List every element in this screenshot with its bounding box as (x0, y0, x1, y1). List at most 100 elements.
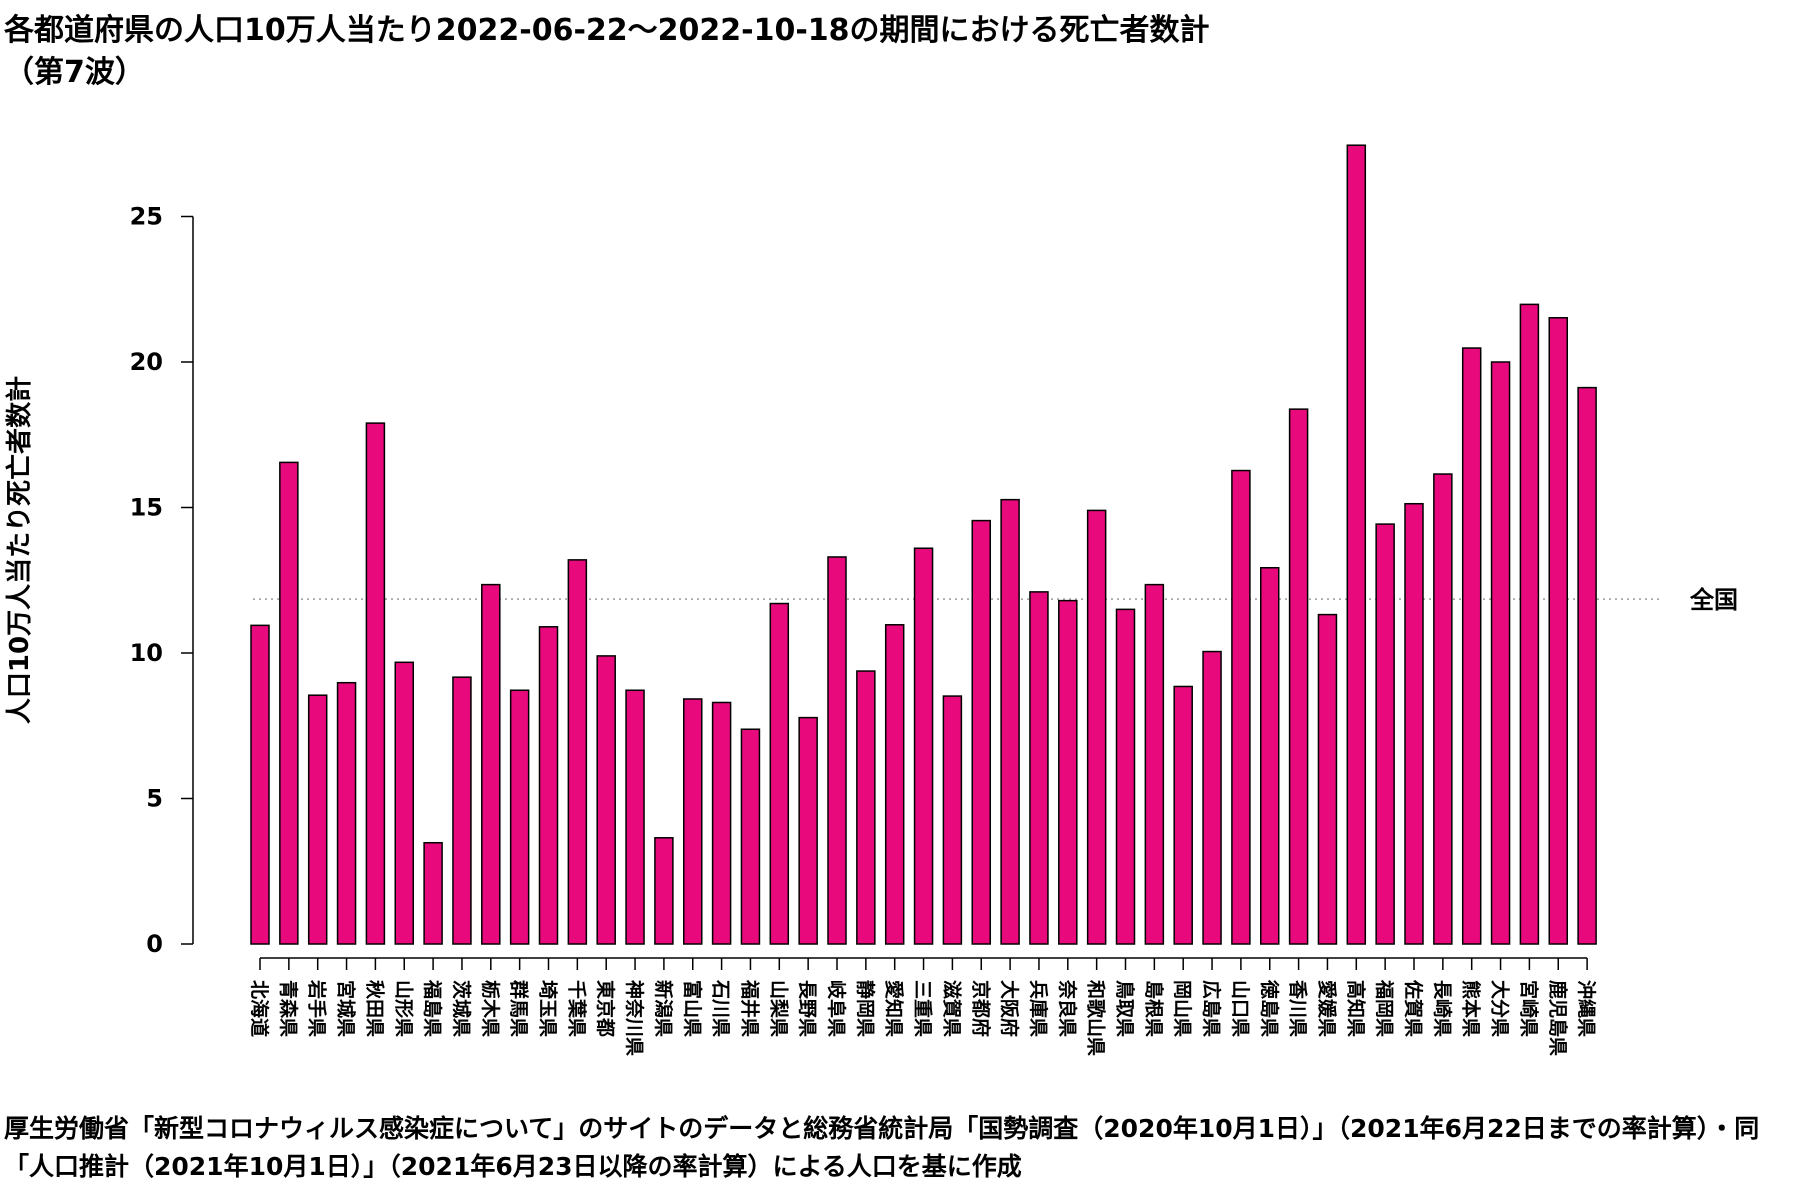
bar-滋賀県 (942, 695, 963, 945)
bar-岡山県 (1173, 685, 1193, 945)
bar-長野県 (798, 716, 818, 945)
bar-熊本県 (1461, 347, 1482, 945)
x-tick-label: 三重県 (912, 980, 934, 1037)
bar-愛知県 (884, 624, 905, 945)
x-tick-label: 群馬県 (508, 979, 531, 1037)
x-tick-label: 京都府 (969, 980, 992, 1037)
x-axis (259, 957, 1588, 970)
x-tick-label: 岩手県 (306, 979, 329, 1037)
x-tick-label: 山梨県 (767, 980, 790, 1037)
x-tick-label: 静岡県 (854, 980, 877, 1037)
x-tick-label: 徳島県 (1258, 979, 1281, 1037)
bar-石川県 (711, 701, 732, 945)
y-tick-label: 0 (146, 930, 163, 958)
x-tick-label: 東京都 (594, 980, 617, 1037)
x-tick-label: 埼玉県 (537, 980, 560, 1037)
bar-青森県 (279, 461, 299, 945)
y-tick-label: 25 (130, 203, 163, 231)
y-tick-label: 15 (130, 494, 163, 522)
x-tick-label: 滋賀県 (940, 980, 963, 1037)
source-note: 厚生労働省「新型コロナウィルス感染症について」のサイトのデータと総務省統計局「国… (4, 1114, 1760, 1181)
bar-宮崎県 (1519, 303, 1540, 945)
bar-埼玉県 (538, 626, 559, 945)
bar-愛媛県 (1317, 613, 1338, 945)
bar-山梨県 (769, 602, 790, 945)
bar-東京都 (596, 655, 616, 945)
chart-title: 各都道府県の人口10万人当たり2022-06-22～2022-10-18の期間に… (4, 13, 1210, 90)
bar-山形県 (394, 661, 414, 945)
bar-奈良県 (1058, 599, 1078, 945)
x-tick-label: 福島県 (421, 979, 444, 1037)
bar-宮城県 (336, 681, 357, 945)
x-tick-label: 山形県 (392, 980, 414, 1037)
x-tick-label: 石川県 (710, 979, 732, 1037)
x-tick-label: 長野県 (796, 980, 818, 1037)
bar-長崎県 (1433, 473, 1453, 945)
bar-神奈川県 (625, 689, 645, 945)
x-tick-label: 愛知県 (883, 980, 906, 1037)
x-tick-label: 宮崎県 (1517, 980, 1540, 1037)
x-tick-label: 新潟県 (652, 980, 675, 1037)
x-tick-label: 和歌山県 (1085, 980, 1108, 1056)
bar-広島県 (1202, 650, 1222, 945)
national-reference-label: 全国 (1689, 586, 1738, 614)
x-tick-label: 沖縄県 (1575, 980, 1598, 1037)
bar-北海道 (250, 624, 270, 945)
bar-福岡県 (1375, 523, 1395, 945)
bar-和歌山県 (1086, 509, 1107, 945)
bar-新潟県 (654, 837, 674, 945)
bar-香川県 (1288, 408, 1309, 945)
bar-富山県 (683, 698, 703, 945)
x-tick-label: 岡山県 (1171, 980, 1193, 1037)
x-tick-label: 茨城県 (450, 980, 473, 1037)
x-tick-label: 大分県 (1489, 980, 1512, 1037)
x-tick-label: 佐賀県 (1402, 979, 1425, 1037)
x-tick-labels: 北海道 青森県 岩手県 宮城県 秋田県 山形県 福島県 茨城県 栃木県 群馬県 埼玉県 千葉県 東京都神… (248, 979, 1598, 1056)
x-tick-label: 広島県 (1200, 980, 1223, 1037)
x-tick-label: 北海道 (248, 980, 271, 1037)
x-tick-label: 香川県 (1287, 979, 1309, 1037)
x-tick-label: 高知県 (1344, 980, 1367, 1037)
bar-島根県 (1144, 583, 1165, 945)
x-tick-label: 長崎県 (1431, 980, 1454, 1037)
national-reference: 全国 (253, 586, 1738, 614)
bar-茨城県 (452, 676, 472, 945)
x-tick-label: 奈良県 (1056, 979, 1079, 1037)
x-tick-label: 栃木県 (479, 980, 502, 1037)
bar-静岡県 (856, 670, 876, 945)
bar-群馬県 (509, 689, 530, 945)
x-tick-label: 富山県 (681, 980, 704, 1037)
bar-岩手県 (307, 694, 328, 945)
bar-鳥取県 (1115, 608, 1136, 945)
x-tick-label: 島根県 (1142, 980, 1165, 1037)
x-tick-label: 岐阜県 (825, 980, 848, 1037)
x-tick-label: 鹿児島県 (1546, 980, 1569, 1056)
x-tick-label: 千葉県 (565, 980, 587, 1037)
x-tick-label: 秋田県 (363, 980, 386, 1037)
bar-千葉県 (567, 559, 588, 945)
bar-高知県 (1346, 144, 1367, 945)
y-tick-label: 10 (130, 639, 163, 667)
x-tick-label: 山口県 (1229, 980, 1251, 1037)
x-tick-label: 神奈川県 (623, 980, 646, 1056)
bar-三重県 (913, 547, 934, 945)
y-tick-label: 20 (130, 348, 163, 376)
x-tick-label: 宮城県 (335, 980, 358, 1037)
bar-秋田県 (365, 422, 386, 945)
y-axis-title: 人口10万人当たり死亡者数計 (4, 376, 35, 724)
x-tick-label: 鳥取県 (1114, 980, 1137, 1037)
bar-福井県 (740, 728, 761, 945)
y-axis: 0 5 10 15 20 25 (130, 203, 194, 958)
bar-岐阜県 (827, 556, 847, 945)
x-tick-label: 愛媛県 (1315, 980, 1338, 1037)
bar-佐賀県 (1404, 502, 1424, 945)
bar-山口県 (1231, 469, 1251, 945)
bar-大阪府 (1000, 498, 1020, 945)
x-tick-label: 兵庫県 (1027, 980, 1050, 1037)
x-tick-label: 青森県 (277, 980, 300, 1037)
bar-栃木県 (481, 583, 501, 945)
x-tick-label: 大阪府 (998, 980, 1021, 1037)
x-tick-label: 福岡県 (1373, 979, 1396, 1037)
bar-大分県 (1490, 361, 1511, 945)
